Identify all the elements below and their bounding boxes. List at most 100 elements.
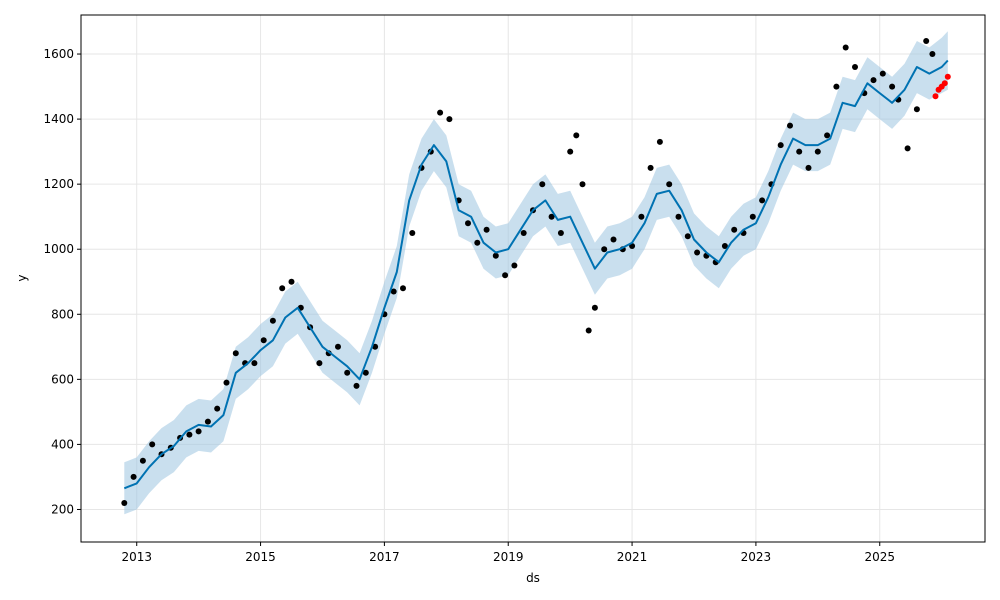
observed-point	[269, 317, 276, 324]
x-axis-ticks: 2013 2015 2017 2019 2021 2023 2025	[121, 542, 895, 564]
observed-point	[539, 181, 546, 188]
observed-point	[362, 369, 369, 376]
observed-point	[929, 51, 936, 57]
observed-point	[870, 77, 877, 84]
observed-point	[557, 230, 564, 236]
observed-point	[214, 405, 221, 412]
observed-point	[279, 285, 286, 292]
y-tick-label: 1400	[43, 112, 74, 126]
observed-point	[353, 382, 360, 389]
observed-point	[251, 360, 258, 367]
observed-point	[904, 145, 911, 152]
forecast-line-group	[123, 59, 949, 490]
recent-point	[944, 73, 951, 80]
observed-point	[585, 327, 592, 334]
observed-point	[344, 369, 351, 376]
observed-point	[656, 138, 663, 145]
observed-point	[852, 64, 858, 70]
y-tick-label: 400	[51, 437, 74, 451]
observed-point	[567, 148, 574, 155]
x-tick-label: 2017	[369, 550, 400, 564]
y-axis-label: y	[15, 274, 29, 281]
recent-points	[932, 73, 951, 100]
recent-point	[941, 80, 948, 87]
observed-point	[591, 304, 598, 311]
observed-point	[923, 38, 930, 44]
observed-point	[465, 220, 471, 227]
observed-point	[260, 337, 267, 344]
observed-point	[805, 164, 812, 171]
x-tick-label: 2023	[741, 550, 772, 564]
interval-band	[124, 31, 948, 515]
observed-point	[409, 230, 416, 236]
y-tick-label: 800	[51, 307, 74, 321]
observed-point	[390, 288, 397, 295]
y-tick-label: 600	[51, 372, 74, 386]
observed-point	[694, 249, 701, 256]
x-tick-label: 2025	[864, 550, 895, 564]
observed-point	[610, 236, 617, 243]
observed-point	[511, 262, 518, 269]
observed-point	[638, 213, 645, 220]
observed-point	[601, 246, 608, 253]
observed-point	[913, 106, 920, 113]
observed-point	[666, 181, 673, 188]
observed-point	[647, 164, 654, 171]
observed-point	[814, 148, 821, 155]
y-tick-label: 1200	[43, 177, 74, 191]
observed-point	[759, 197, 766, 204]
observed-point	[721, 243, 728, 249]
observed-point	[437, 109, 444, 116]
observed-point	[316, 360, 323, 367]
x-tick-label: 2019	[493, 550, 524, 564]
x-tick-label: 2021	[617, 550, 648, 564]
observed-point	[573, 132, 580, 139]
y-tick-label: 1600	[43, 47, 74, 61]
grid-lines	[81, 15, 985, 542]
observed-point	[842, 44, 849, 51]
observed-point	[149, 441, 156, 448]
observed-point	[139, 457, 146, 464]
observed-point	[520, 230, 527, 236]
observed-point	[777, 142, 784, 149]
observed-point	[833, 83, 840, 90]
observed-point	[483, 226, 490, 233]
observed-point	[186, 431, 193, 438]
recent-point	[932, 93, 939, 100]
observed-point	[372, 343, 379, 350]
observed-point	[335, 343, 341, 350]
observed-point	[731, 226, 738, 233]
observed-point	[796, 148, 803, 155]
forecast-line	[123, 59, 949, 490]
observed-point	[492, 252, 499, 259]
observed-point	[130, 473, 137, 480]
observed-point	[195, 428, 202, 435]
observed-point	[446, 116, 453, 123]
observed-point	[288, 278, 295, 285]
observed-point	[824, 132, 831, 139]
x-axis-label: ds	[526, 571, 540, 585]
y-tick-label: 200	[51, 502, 74, 516]
observed-point	[579, 181, 586, 188]
x-tick-label: 2015	[245, 550, 276, 564]
observed-point	[548, 213, 555, 220]
observed-point	[879, 70, 886, 77]
y-tick-label: 1000	[43, 242, 74, 256]
observed-point	[121, 500, 128, 506]
y-axis-ticks: 200 400 600 800 1000 1200 1400 1600	[43, 47, 81, 516]
observed-point	[684, 233, 691, 240]
observed-point	[675, 213, 682, 220]
observed-point	[787, 122, 793, 129]
uncertainty-band	[124, 31, 948, 515]
observed-point	[223, 379, 230, 386]
plot-frame	[80, 14, 986, 543]
observed-point	[474, 239, 481, 246]
observed-point	[400, 285, 406, 292]
observed-point	[749, 213, 756, 220]
x-tick-label: 2013	[121, 550, 152, 564]
observed-point	[204, 418, 211, 425]
observed-point	[232, 350, 239, 357]
observed-point	[502, 272, 509, 279]
